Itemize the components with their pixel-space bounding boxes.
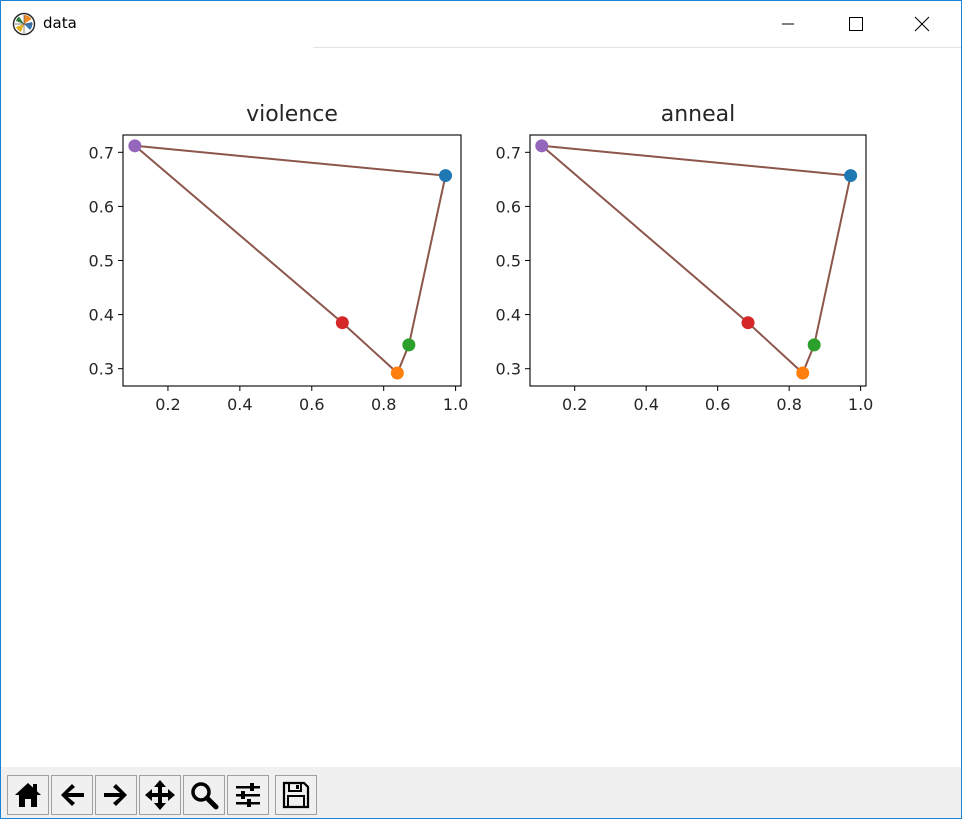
pan-move-icon [145,780,175,810]
data-point-0 [844,169,858,183]
close-button[interactable] [899,1,945,47]
y-tick-label: 0.4 [89,306,114,325]
data-point-3 [741,316,755,330]
y-tick-label: 0.3 [89,360,114,379]
title-bar[interactable]: data [1,1,961,47]
save-button[interactable] [275,775,317,815]
subplot-title: violence [246,102,338,127]
data-point-0 [439,169,453,183]
x-tick-label: 0.8 [371,395,396,414]
minimize-icon [782,23,794,25]
home-button[interactable] [7,775,49,815]
back-button[interactable] [51,775,93,815]
data-point-1 [390,366,404,380]
data-point-3 [335,316,349,330]
forward-button[interactable] [95,775,137,815]
series-line [134,144,447,375]
configure-subplots-button[interactable] [227,775,269,815]
x-tick-label: 0.6 [705,395,730,414]
x-tick-label: 0.4 [633,395,658,414]
close-icon [914,16,930,32]
y-tick-label: 0.5 [496,252,521,271]
series-line [541,144,852,375]
data-point-4 [535,139,549,153]
data-point-2 [807,338,821,352]
x-tick-label: 0.2 [155,395,180,414]
matplotlib-logo-icon [12,12,36,36]
pan-button[interactable] [139,775,181,815]
x-tick-label: 0.2 [562,395,587,414]
minimize-button[interactable] [765,1,811,47]
title-bar-divider [313,47,961,48]
figure-canvas[interactable]: violence 0.2 0.4 0.6 0.8 1.0 0.3 0.4 0.5 0.6 0.7 an… [1,48,961,767]
x-tick-label: 0.4 [227,395,252,414]
y-tick-label: 0.6 [89,197,114,216]
navigation-toolbar [1,767,961,818]
y-tick-label: 0.3 [496,360,521,379]
x-tick-label: 1.0 [443,395,468,414]
zoom-magnifier-icon [191,782,219,810]
back-arrow-icon [61,784,84,806]
y-tick-label: 0.4 [496,306,521,325]
subplot-title: anneal [661,102,736,127]
y-tick-label: 0.6 [496,197,521,216]
save-floppy-icon [282,781,310,809]
home-icon [15,783,41,807]
y-tick-label: 0.7 [89,143,114,162]
x-tick-label: 0.6 [299,395,324,414]
y-tick-label: 0.7 [496,143,521,162]
subplot-0: violence 0.2 0.4 0.6 0.8 1.0 0.3 0.4 0.5 0.6 0.7 [89,102,469,414]
zoom-button[interactable] [183,775,225,815]
subplot-1: anneal 0.2 0.4 0.6 0.8 1.0 0.3 0.4 0.5 0.6 0.7 [496,102,874,414]
maximize-icon [849,17,863,31]
data-point-2 [402,338,416,352]
y-tick-label: 0.5 [89,252,114,271]
x-tick-label: 0.8 [776,395,801,414]
forward-arrow-icon [104,784,127,806]
x-tick-label: 1.0 [848,395,873,414]
configure-subplots-icon [236,783,260,807]
maximize-button[interactable] [833,1,879,47]
data-point-1 [796,366,810,380]
data-point-4 [128,139,142,153]
window-title: data [43,14,77,32]
